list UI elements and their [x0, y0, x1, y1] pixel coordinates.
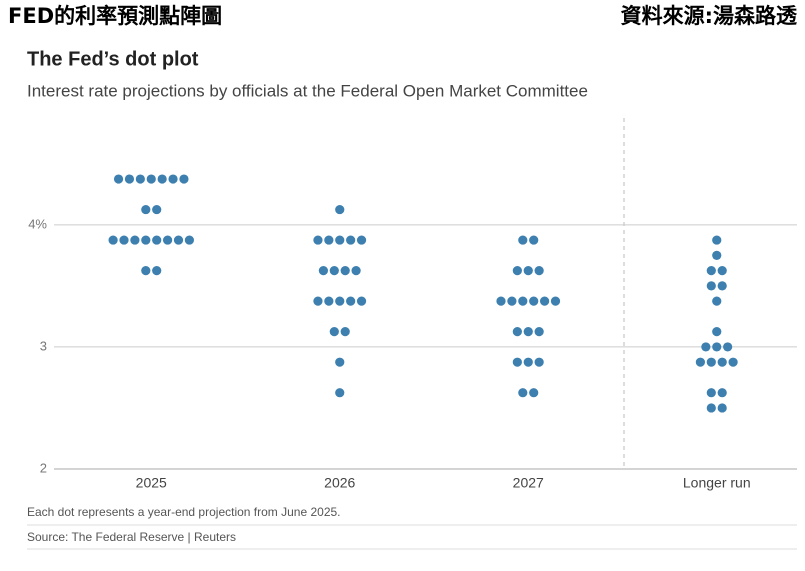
dot — [146, 174, 156, 184]
dot — [712, 250, 722, 260]
dot — [152, 204, 162, 215]
header-right: 資料來源:湯森路透 — [621, 4, 798, 28]
dot — [130, 235, 140, 245]
dot — [706, 266, 716, 276]
dot — [157, 174, 167, 184]
dot — [706, 357, 716, 367]
dot — [712, 342, 722, 352]
dot — [728, 357, 738, 367]
dot — [512, 357, 522, 367]
dot — [340, 327, 350, 337]
dot — [518, 296, 528, 306]
dot — [124, 174, 135, 184]
dot — [523, 327, 533, 337]
dot — [313, 296, 323, 306]
dot — [717, 388, 727, 398]
dot — [108, 235, 118, 245]
dot — [335, 204, 345, 215]
dot — [340, 266, 350, 276]
dot — [335, 388, 345, 398]
dot — [356, 235, 367, 245]
dot — [163, 235, 173, 245]
dot — [356, 296, 367, 306]
dot — [518, 235, 528, 245]
dot — [701, 342, 711, 352]
dot — [712, 235, 722, 245]
dot — [351, 266, 361, 276]
x-tick-label: 2026 — [324, 475, 355, 491]
dot — [152, 266, 162, 276]
dot — [324, 235, 334, 245]
y-tick-label: 3 — [40, 338, 47, 353]
dot — [135, 174, 145, 184]
dot — [173, 235, 184, 245]
dot — [318, 266, 328, 276]
dot — [723, 342, 733, 352]
dot — [550, 296, 561, 306]
dot — [335, 357, 345, 367]
dot — [534, 266, 544, 276]
dot — [119, 235, 129, 245]
y-tick-label: 4% — [28, 216, 47, 231]
footnote: Each dot represents a year-end projectio… — [27, 505, 341, 519]
dot — [717, 266, 727, 276]
dot — [512, 266, 522, 276]
dot — [540, 296, 550, 306]
dot — [706, 403, 716, 413]
source: Source: The Federal Reserve | Reuters — [27, 530, 236, 544]
dot — [346, 296, 356, 306]
dot — [717, 281, 727, 291]
dot — [706, 388, 716, 398]
dot — [313, 235, 323, 245]
dot — [141, 204, 151, 215]
x-tick-label: Longer run — [683, 475, 751, 491]
dot — [346, 235, 356, 245]
x-tick-label: 2027 — [513, 475, 544, 491]
dot — [529, 296, 539, 306]
dot — [523, 266, 533, 276]
dot — [113, 174, 124, 184]
dot — [534, 357, 544, 367]
dot — [152, 235, 162, 245]
dot — [335, 296, 345, 306]
dot — [529, 388, 539, 398]
dot — [507, 296, 517, 306]
dot — [518, 388, 528, 398]
dot — [335, 235, 345, 245]
dot — [717, 403, 727, 413]
dot — [141, 235, 151, 245]
dot — [706, 281, 716, 291]
dot — [534, 327, 544, 337]
chart-title: The Fed’s dot plot — [27, 48, 199, 70]
dot — [695, 357, 706, 367]
dot — [168, 174, 178, 184]
dot — [329, 266, 339, 276]
header-left: FED的利率預測點陣圖 — [8, 4, 222, 28]
dot — [717, 357, 727, 367]
dot — [324, 296, 334, 306]
x-tick-label: 2025 — [136, 475, 167, 491]
dot — [179, 174, 189, 184]
dot — [329, 327, 339, 337]
dot — [529, 235, 539, 245]
dot — [496, 296, 506, 306]
dot — [512, 327, 522, 337]
dot — [184, 235, 194, 245]
y-tick-label: 2 — [40, 460, 47, 475]
chart-subtitle: Interest rate projections by officials a… — [27, 81, 588, 100]
dot — [523, 357, 533, 367]
dot — [712, 296, 722, 306]
dot — [141, 266, 151, 276]
dot — [712, 327, 722, 337]
